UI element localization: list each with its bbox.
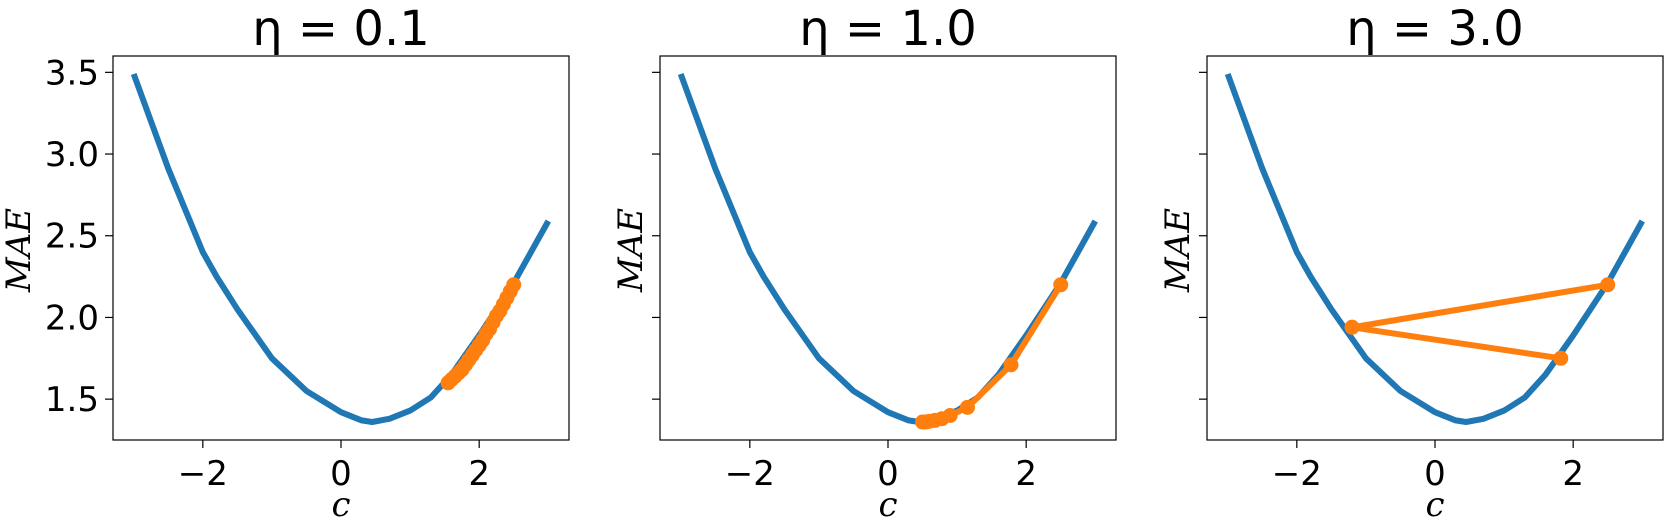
- x-tick-label: −2: [725, 454, 775, 494]
- x-tick-label: 0: [1424, 454, 1446, 494]
- descent-point: [1003, 357, 1019, 373]
- descent-path: [1349, 281, 1609, 362]
- x-tick-label: 0: [330, 454, 352, 494]
- x-tick-label: −2: [178, 454, 228, 494]
- subplot-3-frame: [1206, 55, 1664, 441]
- subplot-eta-1-0: η = 1.0 −2 0 2 c MAE: [611, 1, 1117, 525]
- mae-curve: [1224, 72, 1645, 425]
- y-tick-label: 3.5: [45, 53, 99, 93]
- y-tick-label: 2.0: [45, 298, 99, 338]
- x-tick-label: 0: [877, 454, 899, 494]
- x-tick-label: −2: [1272, 454, 1322, 494]
- subplot-3-title: η = 3.0: [1346, 1, 1524, 57]
- subplot-1-title: η = 0.1: [252, 1, 430, 57]
- subplot-3-xlabel: c: [1425, 485, 1444, 525]
- subplot-2-title: η = 1.0: [799, 1, 977, 57]
- x-tick-label: 2: [1015, 454, 1037, 494]
- subplot-1-ylabel: MAE: [0, 208, 39, 293]
- descent-point: [1344, 319, 1360, 335]
- x-tick-label: 2: [468, 454, 490, 494]
- descent-point: [915, 414, 931, 430]
- descent-point: [959, 399, 975, 415]
- subplot-2-frame: [659, 55, 1117, 441]
- mae-curve: [677, 72, 1098, 425]
- subplot-eta-0-1: η = 0.1 −2 0 2 1.5 2.0 2.5 3.0 3.5 c MAE: [0, 1, 570, 525]
- y-tick-label: 3.0: [45, 135, 99, 175]
- descent-path: [922, 283, 1064, 425]
- descent-point: [1553, 350, 1569, 366]
- subplot-2-plot: −2 0 2: [652, 71, 1098, 494]
- y-tick-label: 2.5: [45, 217, 99, 257]
- descent-point: [1053, 277, 1069, 293]
- subplot-1-frame: [112, 55, 570, 441]
- subplot-2-xlabel: c: [878, 485, 897, 525]
- subplot-1-plot: −2 0 2 1.5 2.0 2.5 3.0 3.5: [45, 53, 551, 494]
- mae-curve: [130, 72, 551, 425]
- subplot-3-ylabel: MAE: [1158, 208, 1198, 293]
- subplot-1-xlabel: c: [331, 485, 350, 525]
- x-tick-label: 2: [1562, 454, 1584, 494]
- descent-point: [1600, 277, 1616, 293]
- subplot-3-plot: −2 0 2: [1199, 71, 1645, 494]
- descent-point: [440, 375, 456, 391]
- subplot-eta-3-0: η = 3.0 −2 0 2 c MAE: [1158, 1, 1664, 525]
- y-tick-label: 1.5: [45, 380, 99, 420]
- subplot-2-ylabel: MAE: [611, 208, 651, 293]
